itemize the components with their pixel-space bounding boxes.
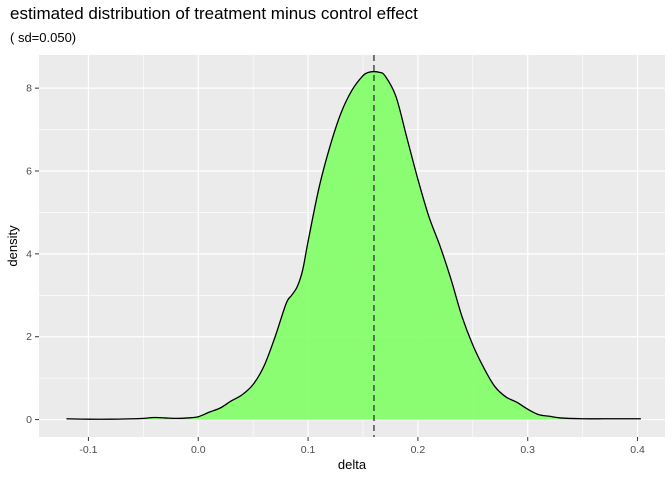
y-tick-label: 8 — [26, 83, 32, 95]
y-axis: 0 2 4 6 8 — [26, 83, 39, 426]
x-tick-label: 0.2 — [411, 444, 426, 456]
x-tick-label: 0.3 — [520, 444, 535, 456]
y-tick-label: 4 — [26, 248, 32, 260]
chart-subtitle: ( sd=0.050) — [10, 30, 77, 45]
x-axis: -0.1 0.0 0.1 0.2 0.3 0.4 — [79, 437, 645, 456]
y-tick-label: 0 — [26, 414, 32, 426]
x-tick-label: 0.4 — [630, 444, 645, 456]
y-tick-label: 6 — [26, 166, 32, 178]
density-area — [66, 71, 641, 420]
x-axis-title: delta — [338, 457, 367, 472]
x-tick-label: 0.0 — [191, 444, 206, 456]
density-curve — [66, 70, 641, 420]
y-axis-title: density — [5, 225, 20, 267]
x-tick-label: -0.1 — [79, 444, 97, 456]
x-tick-label: 0.1 — [301, 444, 316, 456]
chart-title: estimated distribution of treatment minu… — [10, 4, 418, 23]
y-tick-label: 2 — [26, 331, 32, 343]
